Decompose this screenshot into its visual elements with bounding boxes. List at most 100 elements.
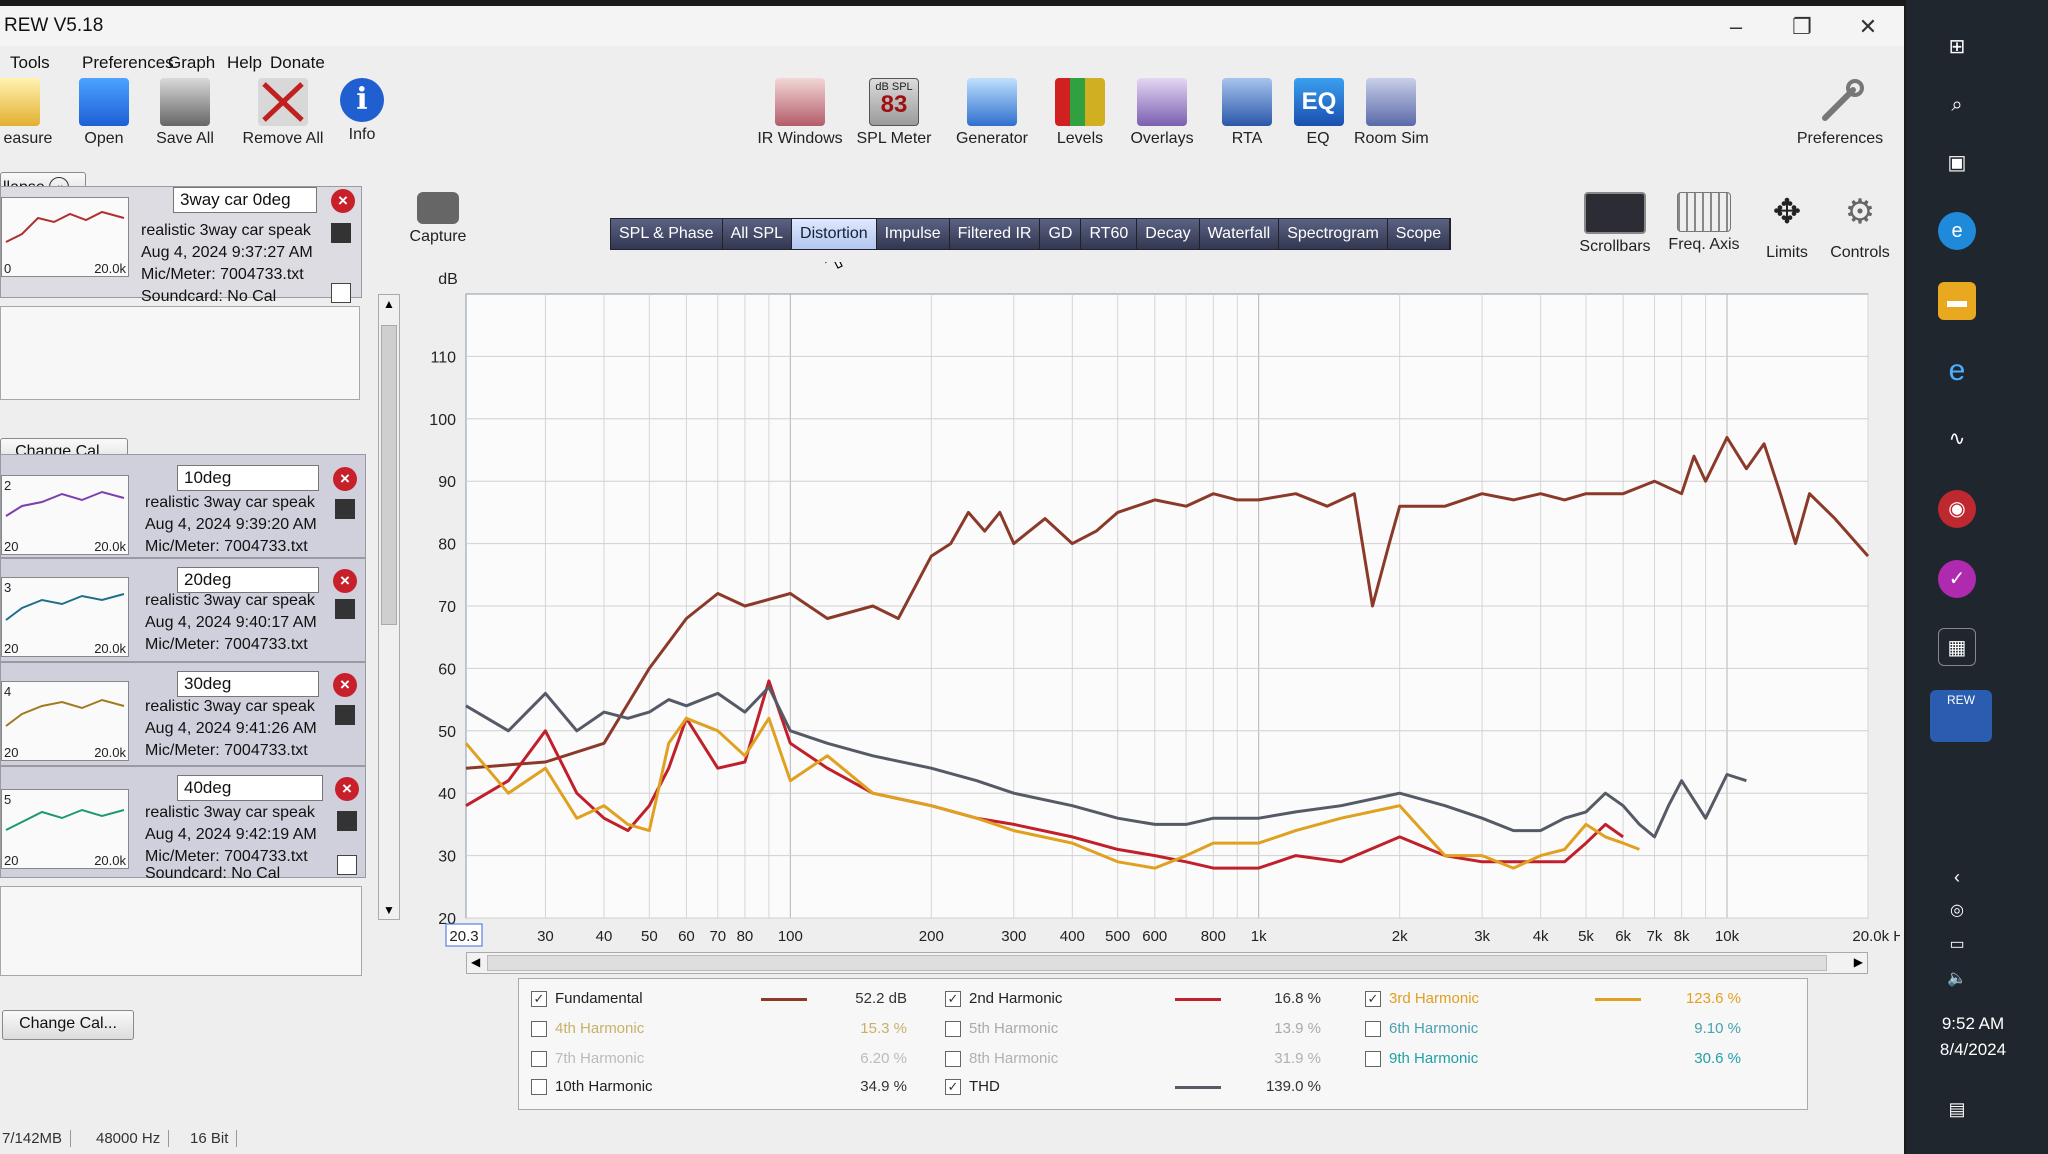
legend-checkbox[interactable]: ✓ bbox=[531, 991, 547, 1007]
measurement-thumbnail[interactable]: 4 20 20.0k bbox=[1, 681, 129, 761]
legend-checkbox[interactable] bbox=[1365, 1051, 1381, 1067]
legend-item[interactable]: ✓ Fundamental 52.2 dB bbox=[531, 987, 931, 1015]
scroll-down-icon[interactable]: ▼ bbox=[383, 903, 395, 917]
legend-checkbox[interactable]: ✓ bbox=[1365, 991, 1381, 1007]
measurement-card-1[interactable]: 0 20.0k 3way car 0deg × realistic 3way c… bbox=[0, 186, 362, 305]
tab-filtered-ir[interactable]: Filtered IR bbox=[949, 219, 1041, 249]
notes-icon[interactable] bbox=[331, 283, 351, 303]
media-app-icon[interactable]: ◉ bbox=[1938, 490, 1976, 528]
change-cal-button[interactable]: Change Cal... bbox=[2, 1010, 134, 1040]
remove-measurement-icon[interactable]: × bbox=[333, 467, 357, 491]
chart-app-icon[interactable]: ▦ bbox=[1938, 628, 1976, 666]
open-button[interactable]: Open bbox=[74, 78, 134, 148]
measurement-thumbnail[interactable]: 5 20 20.0k bbox=[1, 789, 129, 869]
maximize-button[interactable]: ❐ bbox=[1792, 14, 1812, 39]
measurement-card-3[interactable]: 3 20 20.0k 20deg × realistic 3way car sp… bbox=[0, 558, 366, 662]
legend-item[interactable]: ✓ THD 139.0 % bbox=[945, 1075, 1345, 1103]
legend-checkbox[interactable]: ✓ bbox=[945, 1079, 961, 1095]
menu-tools[interactable]: Tools bbox=[10, 53, 50, 72]
legend-checkbox[interactable] bbox=[531, 1079, 547, 1095]
volume-tray-icon[interactable]: 🔈 bbox=[1947, 970, 1967, 987]
edit-icon[interactable] bbox=[335, 705, 355, 725]
notes-area[interactable] bbox=[0, 306, 360, 400]
legend-item[interactable]: 5th Harmonic 13.9 % bbox=[945, 1017, 1345, 1045]
measurement-thumbnail[interactable]: 0 20.0k bbox=[1, 197, 129, 277]
windows-start-icon[interactable]: ⊞ bbox=[1948, 36, 1966, 58]
close-button[interactable]: ✕ bbox=[1858, 14, 1878, 39]
legend-checkbox[interactable] bbox=[945, 1051, 961, 1067]
spl-meter-button[interactable]: dB SPL 83 SPL Meter bbox=[856, 78, 932, 148]
tab-distortion[interactable]: Distortion bbox=[792, 219, 877, 249]
legend-checkbox[interactable] bbox=[1365, 1021, 1381, 1037]
measurement-name-field[interactable]: 20deg bbox=[177, 567, 319, 593]
remove-measurement-icon[interactable]: × bbox=[333, 673, 357, 697]
preferences-button[interactable]: Preferences bbox=[1790, 78, 1890, 148]
legend-item[interactable]: 7th Harmonic 6.20 % bbox=[531, 1047, 931, 1075]
legend-checkbox[interactable] bbox=[531, 1051, 547, 1067]
battery-tray-icon[interactable]: ▭ bbox=[1949, 936, 1965, 953]
taskbar-time[interactable]: 9:52 AM bbox=[1941, 1014, 2005, 1033]
edit-icon[interactable] bbox=[337, 811, 357, 831]
menu-donate[interactable]: Donate bbox=[270, 53, 325, 72]
tab-spl-phase[interactable]: SPL & Phase bbox=[611, 219, 723, 249]
menu-help[interactable]: Help bbox=[227, 53, 262, 72]
tab-rt60[interactable]: RT60 bbox=[1081, 219, 1138, 249]
waveform-app-icon[interactable]: ∿ bbox=[1948, 428, 1966, 450]
legend-item[interactable]: 6th Harmonic 9.10 % bbox=[1365, 1017, 1765, 1045]
controls-button[interactable]: ⚙ Controls bbox=[1830, 193, 1890, 261]
legend-item[interactable]: 9th Harmonic 30.6 % bbox=[1365, 1047, 1765, 1075]
measurement-thumbnail[interactable]: 2 20 20.0k bbox=[1, 475, 129, 555]
file-explorer-icon[interactable]: ▬ bbox=[1938, 282, 1976, 320]
tab-impulse[interactable]: Impulse bbox=[876, 219, 950, 249]
taskbar-date[interactable]: 8/4/2024 bbox=[1939, 1040, 2007, 1059]
tab-decay[interactable]: Decay bbox=[1137, 219, 1200, 249]
legend-item[interactable]: ✓ 3rd Harmonic 123.6 % bbox=[1365, 987, 1765, 1015]
graph-horizontal-scrollbar[interactable]: ◀ ▶ bbox=[466, 952, 1868, 974]
measurement-name-field[interactable]: 40deg bbox=[177, 775, 323, 801]
menu-preferences[interactable]: Preferences bbox=[82, 53, 174, 72]
notes-area[interactable] bbox=[0, 886, 362, 976]
measurement-card-5[interactable]: 5 20 20.0k 40deg × realistic 3way car sp… bbox=[0, 766, 366, 882]
save-all-button[interactable]: Save All bbox=[152, 78, 218, 148]
notes-icon[interactable] bbox=[337, 855, 357, 875]
scroll-left-icon[interactable]: ◀ bbox=[471, 955, 481, 969]
legend-item[interactable]: 8th Harmonic 31.9 % bbox=[945, 1047, 1345, 1075]
notifications-icon[interactable]: ▤ bbox=[1948, 1099, 1966, 1119]
generator-button[interactable]: Generator bbox=[952, 78, 1032, 148]
search-icon[interactable]: ⌕ bbox=[1951, 94, 1963, 116]
tab-scope[interactable]: Scope bbox=[1387, 219, 1451, 249]
eq-button[interactable]: EQ EQ bbox=[1294, 78, 1344, 148]
remove-measurement-icon[interactable]: × bbox=[333, 569, 357, 593]
pdf-app-icon[interactable]: ✓ bbox=[1938, 560, 1976, 598]
rew-taskbar-icon[interactable]: REW bbox=[1930, 690, 1992, 742]
panel-vertical-scrollbar[interactable]: ▲ ▼ bbox=[378, 294, 400, 920]
menu-graph[interactable]: Graph bbox=[168, 53, 216, 72]
measurement-thumbnail[interactable]: 3 20 20.0k bbox=[1, 577, 129, 657]
overlays-button[interactable]: Overlays bbox=[1130, 78, 1194, 148]
legend-checkbox[interactable] bbox=[531, 1021, 547, 1037]
internet-explorer-icon[interactable]: e bbox=[1948, 354, 1966, 387]
remove-measurement-icon[interactable]: × bbox=[335, 777, 359, 801]
measurement-card-4[interactable]: 4 20 20.0k 30deg × realistic 3way car sp… bbox=[0, 662, 366, 766]
ir-windows-button[interactable]: IR Windows bbox=[756, 78, 844, 148]
minimize-button[interactable]: – bbox=[1729, 14, 1743, 39]
scrollbars-button[interactable]: Scrollbars bbox=[1574, 192, 1656, 256]
tab-spectrogram[interactable]: Spectrogram bbox=[1279, 219, 1388, 249]
measurement-name-field[interactable]: 10deg bbox=[177, 465, 319, 491]
camera-tray-icon[interactable]: ◎ bbox=[1950, 902, 1964, 919]
measure-button[interactable]: easure bbox=[0, 78, 56, 148]
limits-button[interactable]: ✥ Limits bbox=[1752, 192, 1822, 262]
chevron-left-icon[interactable]: ‹ bbox=[1954, 867, 1960, 887]
rta-button[interactable]: RTA bbox=[1222, 78, 1272, 148]
legend-item[interactable]: 10th Harmonic 34.9 % bbox=[531, 1075, 931, 1103]
scrollbar-thumb[interactable] bbox=[487, 955, 1827, 971]
room-sim-button[interactable]: Room Sim bbox=[1354, 78, 1429, 148]
remove-measurement-icon[interactable]: × bbox=[331, 189, 355, 213]
scroll-up-icon[interactable]: ▲ bbox=[383, 297, 395, 311]
legend-checkbox[interactable]: ✓ bbox=[945, 991, 961, 1007]
tab-all-spl[interactable]: All SPL bbox=[722, 219, 793, 249]
edit-icon[interactable] bbox=[335, 599, 355, 619]
scrollbar-thumb[interactable] bbox=[381, 325, 397, 625]
legend-item[interactable]: 4th Harmonic 15.3 % bbox=[531, 1017, 931, 1045]
